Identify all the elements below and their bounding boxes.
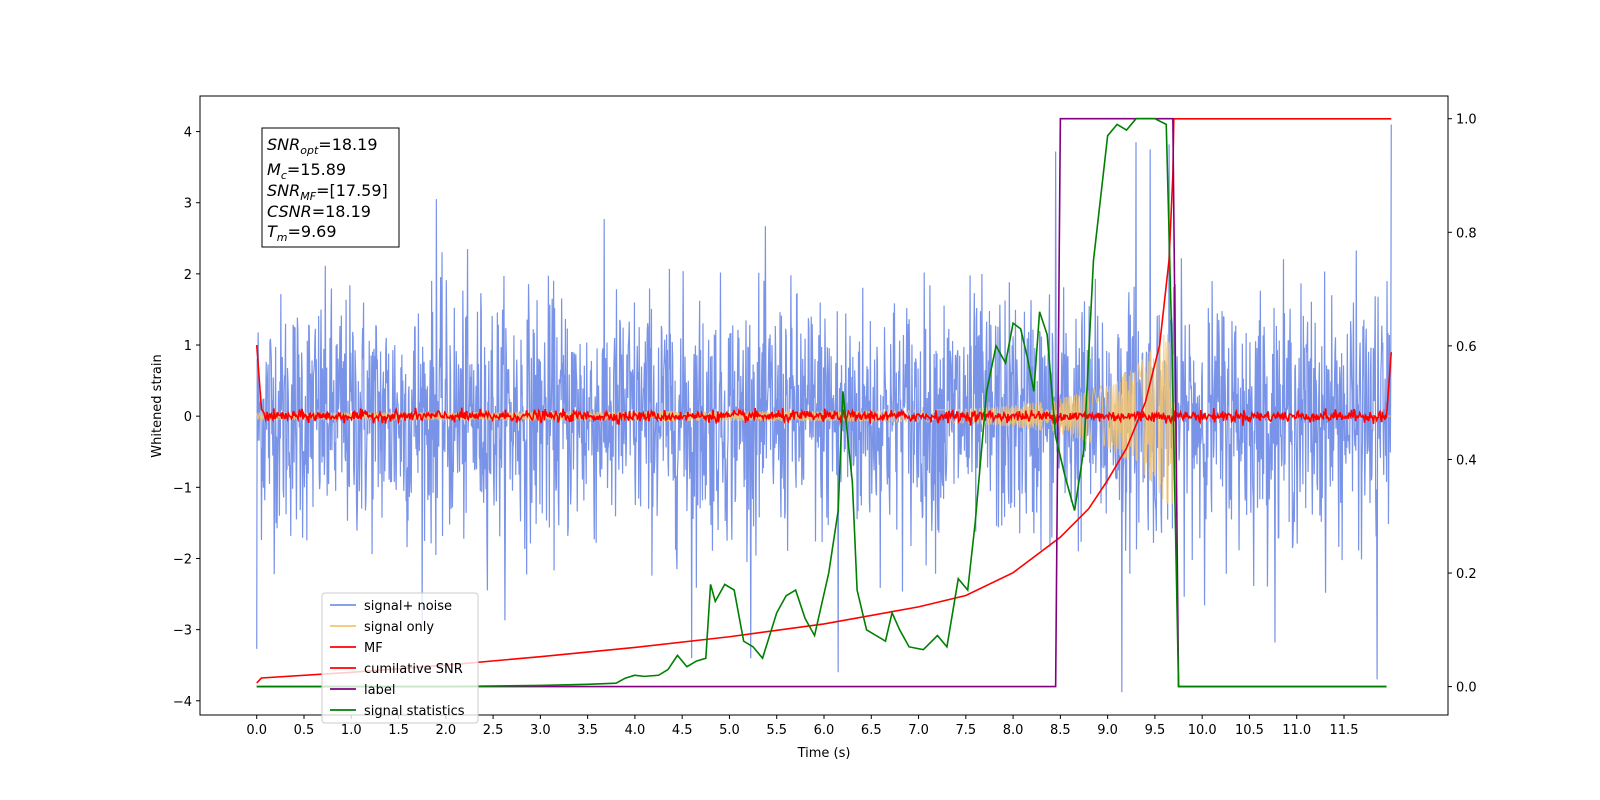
x-tick-label: 10.0 <box>1188 723 1217 738</box>
x-tick-label: 7.0 <box>908 723 929 738</box>
x-tick-label: 4.5 <box>672 723 693 738</box>
info-box: SNRopt=18.19 Mc=15.89 SNRMF=[17.59] CSNR… <box>261 127 400 248</box>
x-tick-label: 11.5 <box>1330 723 1359 738</box>
x-tick-label: 6.5 <box>861 723 882 738</box>
x-tick-label: 4.0 <box>625 723 646 738</box>
x-tick-label: 2.5 <box>483 723 504 738</box>
y-tick-label: 2 <box>184 268 192 283</box>
x-tick-label: 9.0 <box>1097 723 1118 738</box>
legend-label: signal+ noise <box>364 599 452 614</box>
series-mf <box>255 344 1393 426</box>
y2-tick-label: 0.8 <box>1456 226 1477 241</box>
y-axis-ticks: 4 3 2 1 0 −1 −2 −3 −4 <box>173 126 200 710</box>
x-tick-label: 8.5 <box>1050 723 1071 738</box>
legend-label: signal statistics <box>364 704 465 719</box>
x-tick-label: 1.5 <box>388 723 409 738</box>
x-tick-label: 9.5 <box>1145 723 1166 738</box>
y-axis-label: Whitened strain <box>150 354 165 457</box>
x-tick-label: 11.0 <box>1282 723 1311 738</box>
info-mc: Mc=15.89 <box>267 160 346 182</box>
y2-tick-label: 1.0 <box>1456 113 1477 128</box>
x-axis-ticks: 0.0 0.5 1.0 1.5 2.0 2.5 3.0 3.5 4.0 4.5 5.0 5.5 6.0 6… <box>246 715 1358 738</box>
y-tick-label: −4 <box>173 695 192 710</box>
legend-label: MF <box>364 641 383 656</box>
info-csnr: CSNR=18.19 <box>267 202 371 221</box>
y-tick-label: −1 <box>173 481 192 496</box>
y2-tick-label: 0.2 <box>1456 567 1477 582</box>
info-snr-opt: SNRopt=18.19 <box>267 135 378 157</box>
legend-box <box>321 592 479 724</box>
x-tick-label: 3.5 <box>577 723 598 738</box>
series-signal-statistics <box>256 117 1387 688</box>
x-tick-label: 2.0 <box>435 723 456 738</box>
x-tick-label: 8.0 <box>1003 723 1024 738</box>
info-tm: Tm=9.69 <box>267 222 337 244</box>
y-tick-label: 0 <box>184 410 192 425</box>
x-tick-label: 5.0 <box>719 723 740 738</box>
y-tick-label: 3 <box>184 197 192 212</box>
y2-tick-label: 0.6 <box>1456 340 1477 355</box>
info-snr-mf: SNRMF=[17.59] <box>267 181 388 203</box>
y-tick-label: −3 <box>173 624 192 639</box>
legend-label: signal only <box>364 620 434 635</box>
y-tick-label: 1 <box>184 339 192 354</box>
x-tick-label: 0.5 <box>294 723 315 738</box>
x-tick-label: 7.5 <box>955 723 976 738</box>
x-tick-label: 5.5 <box>766 723 787 738</box>
x-tick-label: 1.0 <box>341 723 362 738</box>
y2-axis-ticks: 1.0 0.8 0.6 0.4 0.2 0.0 <box>1448 113 1477 696</box>
x-tick-label: 0.0 <box>246 723 267 738</box>
y2-tick-label: 0.4 <box>1456 453 1477 468</box>
x-tick-label: 6.0 <box>814 723 835 738</box>
x-tick-label: 10.5 <box>1235 723 1264 738</box>
y-tick-label: −2 <box>173 552 192 567</box>
legend: signal+ noise signal only MF cumilative SNR… <box>321 592 479 724</box>
y-tick-label: 4 <box>184 126 192 141</box>
legend-label: label <box>364 683 395 698</box>
x-axis-label: Time (s) <box>797 746 851 761</box>
x-tick-label: 3.0 <box>530 723 551 738</box>
legend-label: cumilative SNR <box>364 662 463 677</box>
y2-tick-label: 0.0 <box>1456 681 1477 696</box>
